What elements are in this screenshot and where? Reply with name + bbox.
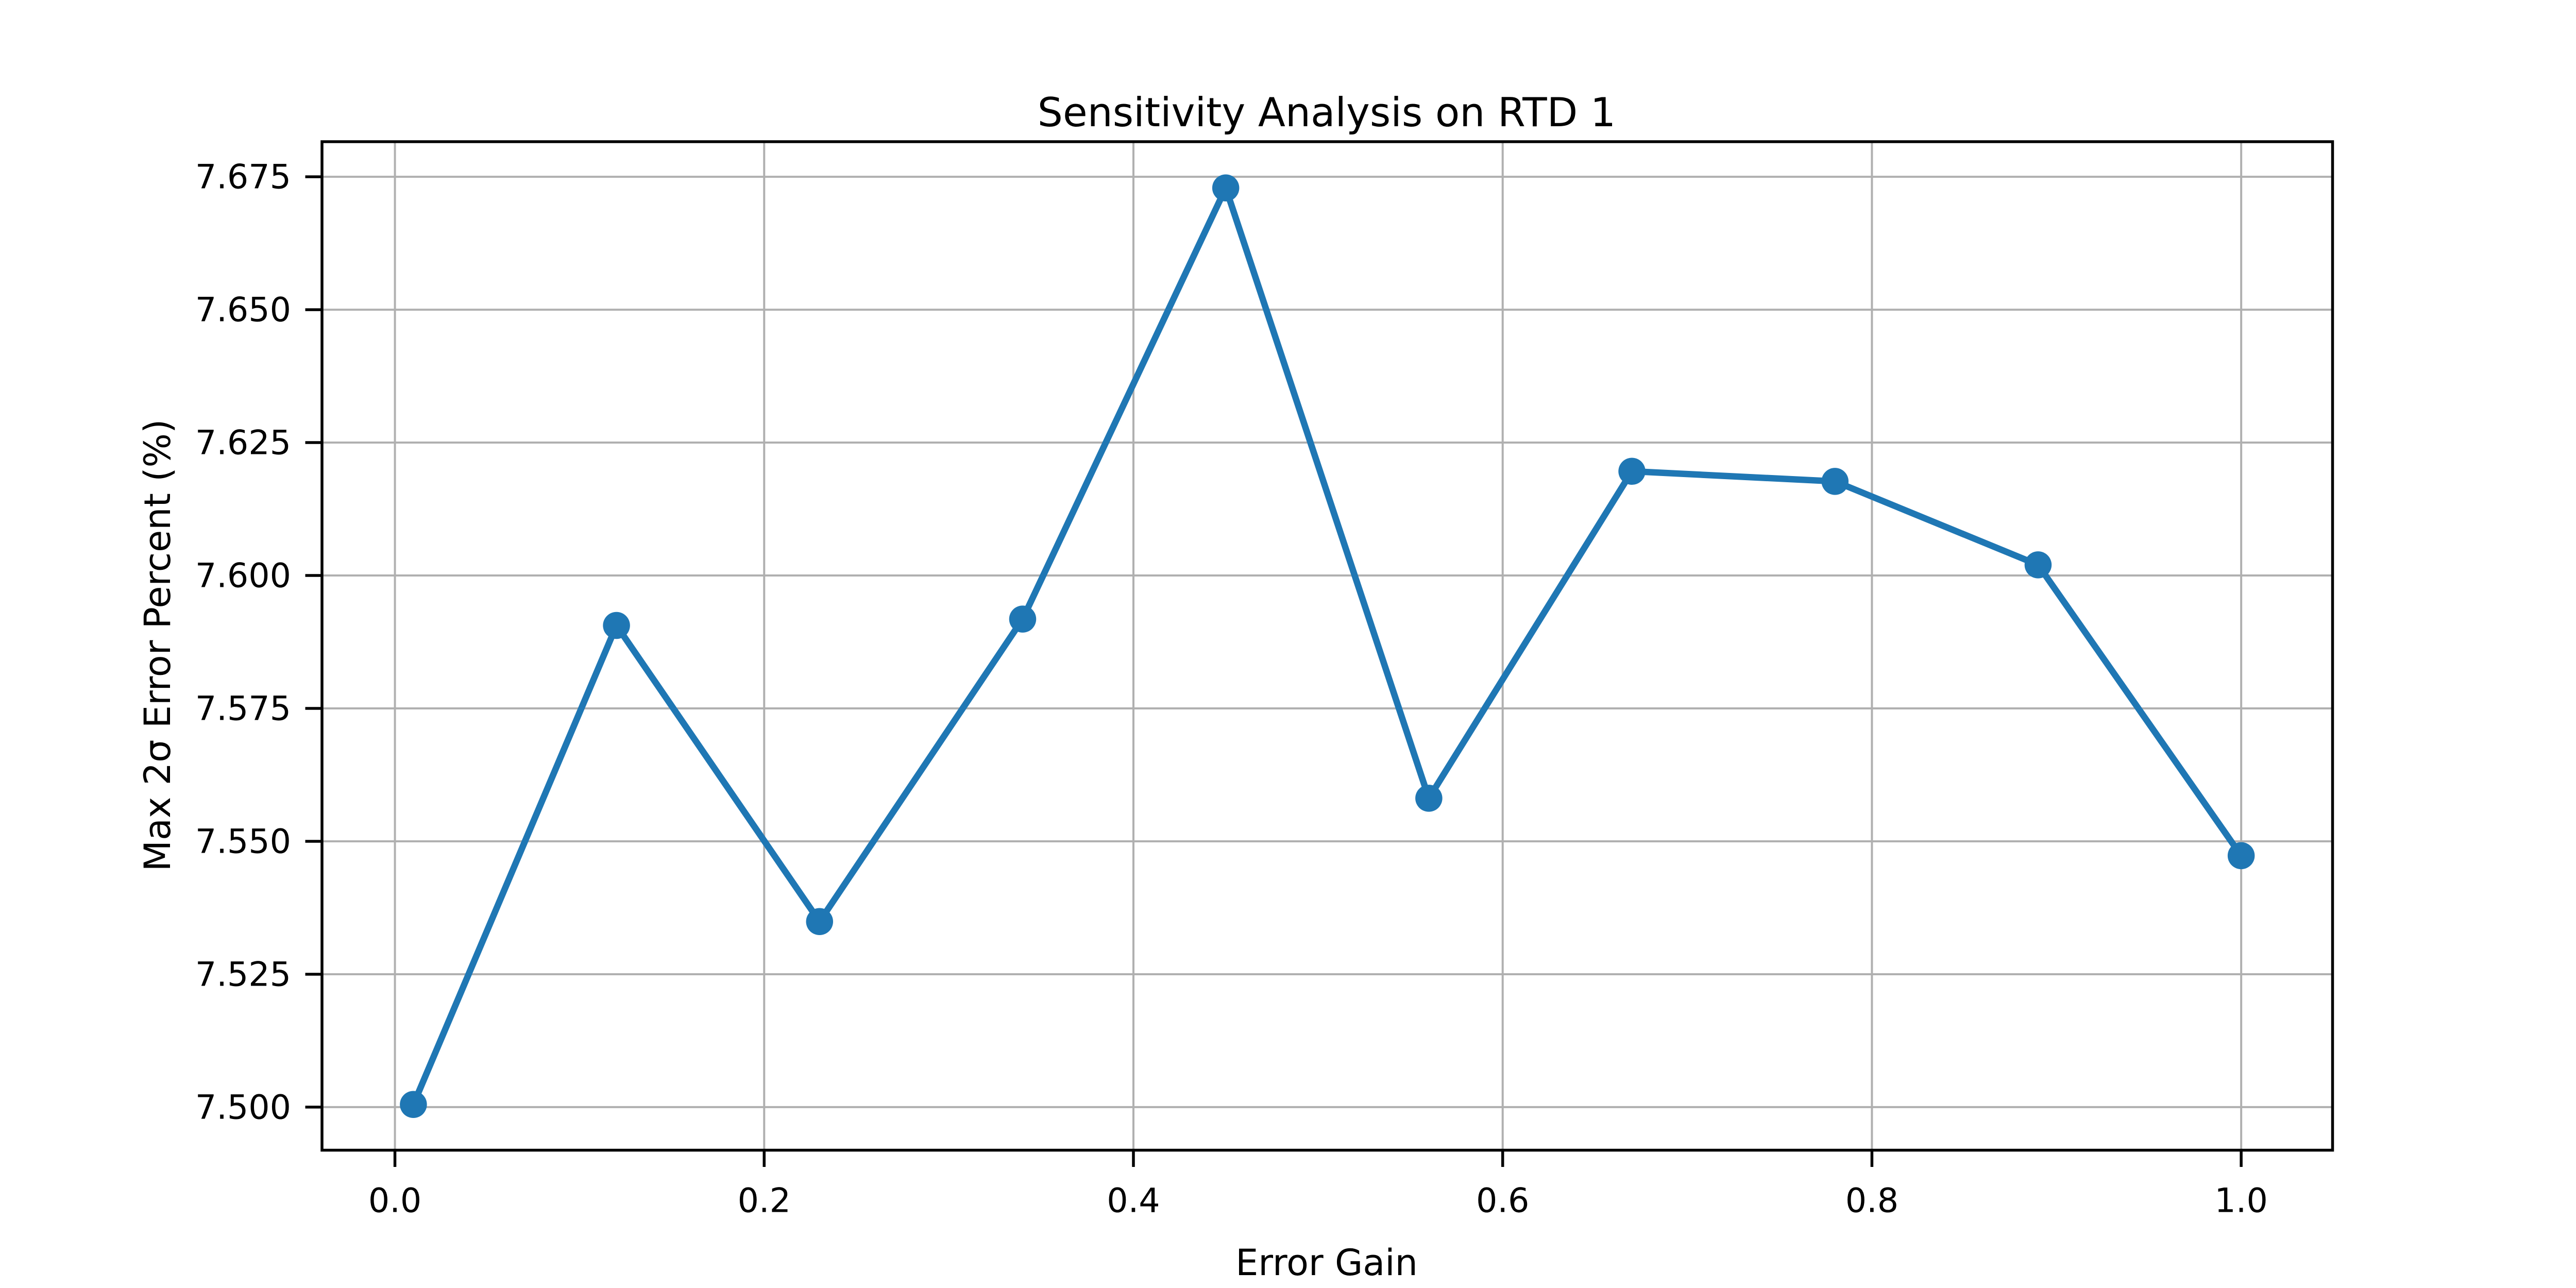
data-point-marker xyxy=(2024,551,2052,579)
data-point-marker xyxy=(806,908,834,936)
y-tick-label: 7.550 xyxy=(195,822,291,861)
y-tick-label: 7.600 xyxy=(195,557,291,596)
data-point-marker xyxy=(1009,605,1037,633)
x-tick-label: 0.2 xyxy=(738,1182,791,1221)
y-tick-label: 7.675 xyxy=(195,158,291,197)
chart-title: Sensitivity Analysis on RTD 1 xyxy=(1038,90,1616,136)
y-tick-label: 7.625 xyxy=(195,424,291,463)
data-point-marker xyxy=(1212,174,1240,202)
data-point-marker xyxy=(2227,842,2255,870)
data-line xyxy=(410,184,2245,1108)
x-tick-label: 0.6 xyxy=(1476,1182,1529,1221)
y-tick-label: 7.525 xyxy=(195,955,291,994)
plot-border xyxy=(320,140,2334,1152)
y-tick-label: 7.500 xyxy=(195,1088,291,1127)
plot-area: 0.0 0.2 0.4 0.6 0.8 1.0 7.500 7.525 7.550 7.575 7.… xyxy=(195,140,2334,1221)
x-tick-label: 0.0 xyxy=(368,1182,421,1221)
data-point-marker xyxy=(1415,785,1443,812)
data-point-marker xyxy=(1618,457,1646,485)
data-point-marker xyxy=(1821,468,1849,495)
y-tick-label: 7.575 xyxy=(195,689,291,728)
y-axis-label: Max 2σ Error Percent (%) xyxy=(137,419,179,872)
data-point-marker xyxy=(603,612,630,639)
data-point-marker xyxy=(400,1091,427,1118)
y-tick-label: 7.650 xyxy=(195,291,291,330)
x-tick-label: 0.4 xyxy=(1107,1182,1160,1221)
x-tick-label: 1.0 xyxy=(2214,1182,2267,1221)
x-axis-label: Error Gain xyxy=(1235,1242,1418,1284)
x-tick-label: 0.8 xyxy=(1845,1182,1899,1221)
